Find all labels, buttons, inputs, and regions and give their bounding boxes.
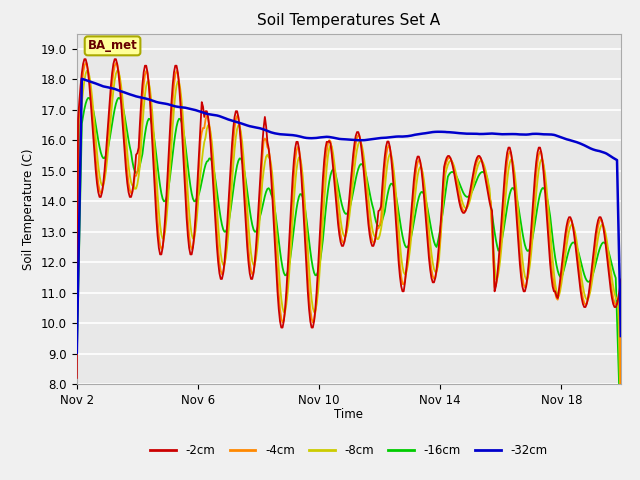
Title: Soil Temperatures Set A: Soil Temperatures Set A xyxy=(257,13,440,28)
Legend: -2cm, -4cm, -8cm, -16cm, -32cm: -2cm, -4cm, -8cm, -16cm, -32cm xyxy=(145,439,552,461)
Text: BA_met: BA_met xyxy=(88,39,138,52)
Y-axis label: Soil Temperature (C): Soil Temperature (C) xyxy=(22,148,35,270)
X-axis label: Time: Time xyxy=(334,408,364,421)
